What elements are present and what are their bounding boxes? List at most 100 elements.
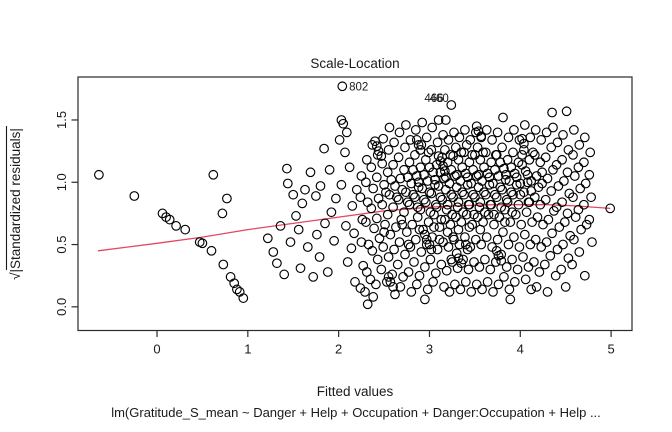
data-point bbox=[424, 187, 435, 198]
data-point bbox=[448, 192, 458, 203]
data-point bbox=[384, 122, 395, 133]
data-point bbox=[499, 272, 509, 282]
data-point bbox=[361, 177, 371, 188]
x-tick-label: 4 bbox=[517, 342, 524, 357]
data-point bbox=[477, 284, 487, 295]
data-point bbox=[462, 172, 473, 183]
data-point bbox=[586, 192, 596, 203]
data-point bbox=[320, 218, 330, 229]
data-point bbox=[388, 159, 398, 170]
data-point bbox=[530, 125, 541, 135]
data-point bbox=[470, 127, 481, 138]
data-point bbox=[282, 178, 293, 189]
data-point bbox=[559, 176, 569, 186]
data-point bbox=[374, 233, 385, 244]
data-point bbox=[171, 221, 181, 231]
data-point bbox=[519, 138, 529, 149]
data-point bbox=[297, 198, 308, 209]
data-point bbox=[457, 187, 468, 198]
data-point bbox=[331, 193, 341, 204]
data-point bbox=[539, 259, 550, 270]
data-point bbox=[484, 172, 495, 183]
data-point bbox=[385, 229, 396, 240]
data-point bbox=[465, 135, 476, 145]
data-point bbox=[478, 217, 488, 227]
data-point bbox=[527, 217, 537, 227]
data-point bbox=[561, 106, 572, 117]
x-tick-label: 3 bbox=[426, 342, 433, 357]
data-point bbox=[529, 150, 540, 160]
x-tick-label: 2 bbox=[335, 342, 342, 357]
data-point bbox=[356, 237, 367, 247]
data-point bbox=[518, 252, 528, 262]
data-point bbox=[371, 279, 381, 290]
data-point bbox=[338, 118, 349, 129]
data-point bbox=[487, 135, 497, 145]
data-point bbox=[238, 293, 249, 303]
data-point bbox=[369, 223, 379, 234]
data-point bbox=[490, 189, 500, 200]
data-point bbox=[536, 135, 547, 145]
data-point bbox=[404, 199, 415, 210]
data-point bbox=[573, 204, 584, 215]
data-point bbox=[480, 189, 491, 200]
data-point bbox=[580, 178, 591, 189]
data-point bbox=[521, 207, 532, 218]
data-point bbox=[584, 214, 595, 225]
data-point bbox=[432, 244, 443, 255]
data-point bbox=[444, 287, 455, 297]
x-tick-label: 0 bbox=[153, 342, 160, 357]
data-point bbox=[558, 239, 568, 250]
data-point bbox=[512, 264, 523, 275]
data-point bbox=[526, 284, 537, 295]
data-point bbox=[443, 242, 454, 252]
data-point bbox=[419, 194, 429, 205]
data-point bbox=[560, 282, 571, 292]
data-point bbox=[568, 192, 578, 203]
data-point bbox=[288, 189, 299, 200]
data-point bbox=[356, 171, 367, 181]
data-point bbox=[470, 192, 480, 203]
data-point bbox=[508, 189, 518, 200]
data-point bbox=[479, 162, 489, 173]
data-point bbox=[390, 289, 400, 300]
data-point bbox=[481, 125, 492, 135]
data-point bbox=[420, 262, 430, 272]
data-point bbox=[494, 212, 505, 222]
data-point bbox=[440, 166, 450, 176]
data-point bbox=[399, 207, 409, 218]
data-point bbox=[541, 127, 552, 138]
data-point bbox=[476, 239, 487, 250]
data-point bbox=[440, 172, 451, 183]
data-point bbox=[558, 130, 568, 140]
data-point bbox=[426, 244, 437, 255]
y-tick-label: 0.0 bbox=[54, 298, 69, 316]
data-point bbox=[519, 145, 529, 155]
data-point bbox=[394, 237, 405, 247]
data-point bbox=[293, 224, 304, 235]
data-point bbox=[559, 217, 570, 227]
data-point bbox=[458, 254, 468, 265]
data-point bbox=[410, 234, 421, 245]
data-point bbox=[413, 140, 424, 150]
data-point bbox=[454, 132, 465, 143]
data-point bbox=[421, 234, 432, 245]
data-point bbox=[531, 282, 542, 292]
data-point bbox=[552, 137, 563, 148]
data-point bbox=[360, 287, 370, 297]
data-point bbox=[493, 279, 504, 290]
data-point bbox=[540, 194, 551, 205]
data-point bbox=[511, 172, 522, 183]
data-point bbox=[497, 184, 507, 195]
data-point bbox=[548, 164, 558, 175]
x-axis-ticks: 0 1 2 3 4 5 bbox=[153, 330, 615, 357]
data-point bbox=[460, 277, 471, 287]
data-point bbox=[395, 173, 406, 184]
data-point bbox=[548, 122, 558, 133]
data-point bbox=[474, 262, 485, 272]
data-point bbox=[476, 132, 487, 143]
data-point bbox=[517, 133, 527, 144]
data-point bbox=[388, 202, 398, 213]
data-point bbox=[387, 269, 398, 280]
data-point bbox=[305, 167, 316, 178]
